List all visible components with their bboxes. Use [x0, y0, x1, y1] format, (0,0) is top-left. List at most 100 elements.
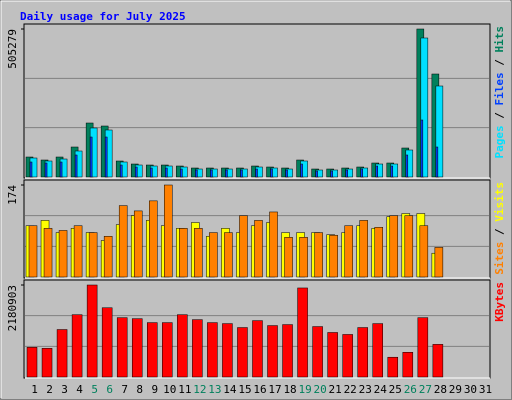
bar: [239, 215, 248, 278]
legend-entry: KBytes: [493, 282, 506, 322]
bar: [374, 227, 383, 278]
bar: [133, 210, 143, 278]
bar: [116, 317, 128, 378]
bar: [118, 205, 128, 278]
x-tick-label: 22: [344, 383, 357, 396]
bar: [56, 329, 68, 378]
bar: [147, 322, 158, 378]
bar: [252, 320, 263, 378]
x-tick-label: 7: [121, 383, 128, 396]
bar: [419, 225, 429, 278]
bar: [237, 327, 248, 378]
bar: [89, 136, 93, 178]
x-tick-label: 26: [404, 383, 417, 396]
x-tick-label: 12: [193, 383, 206, 396]
bar: [59, 161, 63, 178]
bar: [285, 169, 288, 178]
bar: [104, 136, 108, 178]
bar: [209, 232, 218, 278]
legend-separator: /: [493, 106, 506, 126]
bar: [71, 314, 83, 378]
bar: [345, 169, 348, 178]
bar: [44, 162, 48, 178]
legend-entry: Sites: [493, 242, 506, 275]
bar: [150, 167, 153, 178]
bar: [435, 146, 439, 178]
bar: [314, 232, 323, 278]
bar: [29, 161, 33, 178]
bar: [86, 284, 98, 378]
x-tick-label: 13: [208, 383, 221, 396]
bar: [101, 307, 113, 378]
y-tick-label: 174: [6, 185, 19, 205]
chart-title: Daily usage for July 2025: [20, 10, 186, 23]
x-tick-label: 16: [253, 383, 266, 396]
legend-entry: Pages: [493, 125, 506, 158]
x-tick-label: 31: [479, 383, 492, 396]
x-tick-label: 27: [419, 383, 432, 396]
bar: [149, 200, 158, 278]
legend-separator: /: [493, 222, 506, 242]
bar: [389, 215, 399, 278]
x-tick-label: 5: [91, 383, 98, 396]
bar: [267, 325, 278, 378]
legend-entry: Files: [493, 72, 506, 105]
bar: [179, 228, 188, 278]
bar: [222, 323, 233, 378]
bar: [417, 317, 429, 378]
bar: [372, 323, 383, 378]
bar: [432, 344, 444, 378]
bar: [297, 287, 308, 378]
bar: [312, 326, 323, 378]
bar: [194, 228, 203, 278]
bar: [435, 85, 444, 178]
bar: [58, 230, 68, 278]
x-tick-label: 20: [314, 383, 327, 396]
bar: [134, 166, 138, 178]
bar: [405, 154, 409, 178]
bar: [254, 220, 263, 278]
bar: [43, 228, 53, 278]
x-tick-label: 23: [359, 383, 372, 396]
x-tick-label: 10: [163, 383, 176, 396]
bar: [255, 168, 258, 178]
x-tick-label: 17: [268, 383, 281, 396]
x-tick-label: 21: [329, 383, 342, 396]
x-tick-label: 14: [223, 383, 237, 396]
bar: [375, 165, 378, 178]
bar: [28, 225, 38, 278]
bar: [404, 215, 414, 278]
bar: [300, 163, 303, 178]
bar: [434, 247, 444, 278]
bar: [74, 154, 78, 178]
x-tick-label: 24: [374, 383, 388, 396]
x-tick-label: 4: [76, 383, 83, 396]
bar: [103, 236, 113, 278]
bar: [360, 168, 363, 178]
bar: [240, 169, 243, 178]
bar: [330, 170, 333, 178]
bar: [359, 220, 368, 278]
bar: [315, 170, 318, 178]
bar: [282, 324, 293, 378]
x-tick-label: 15: [238, 383, 251, 396]
bar: [270, 168, 273, 178]
legend-separator: /: [493, 53, 506, 73]
x-tick-label: 28: [434, 383, 447, 396]
bar: [387, 356, 399, 378]
bar: [162, 322, 173, 378]
bar: [224, 232, 233, 278]
bar: [269, 211, 278, 278]
bar: [342, 334, 353, 378]
x-tick-label: 1: [31, 383, 38, 396]
legend: Sites / Visits: [493, 182, 506, 275]
bar: [207, 322, 218, 378]
x-tick-label: 2: [46, 383, 53, 396]
x-tick-label: 9: [151, 383, 158, 396]
x-tick-label: 30: [464, 383, 477, 396]
x-tick-label: 29: [449, 383, 462, 396]
bar: [344, 225, 353, 278]
legend: Pages / Files / Hits: [493, 26, 506, 159]
bar: [420, 37, 429, 178]
